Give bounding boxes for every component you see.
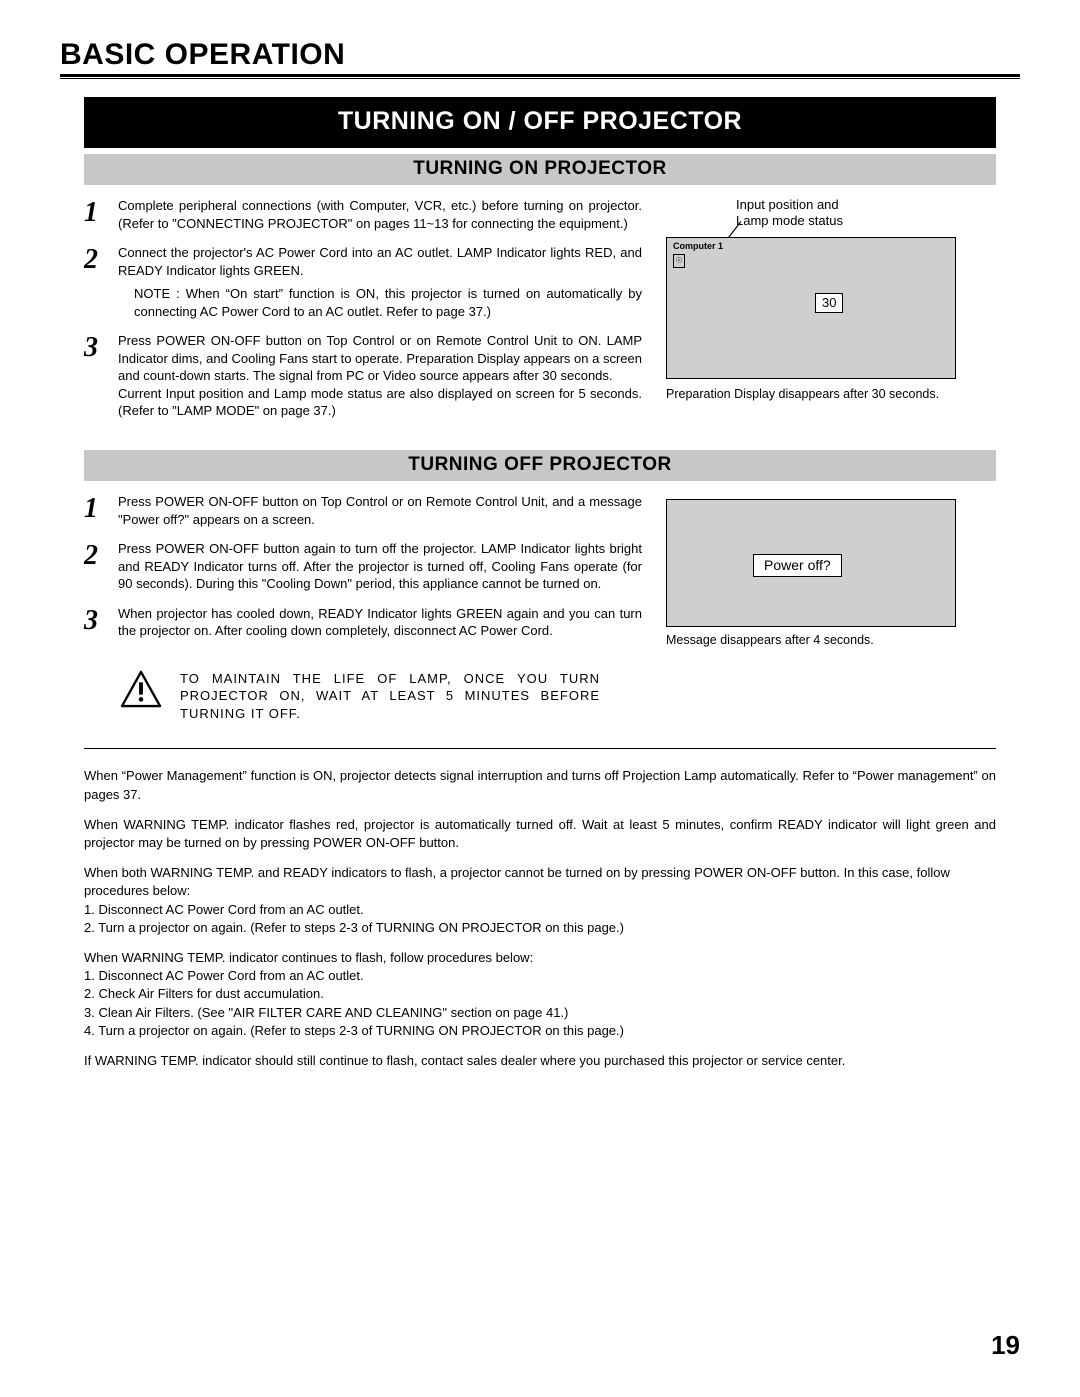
- step-body: Connect the projector's AC Power Cord in…: [118, 244, 642, 320]
- step-number: 2: [84, 540, 118, 593]
- step-off-3: 3 When projector has cooled down, READY …: [84, 605, 642, 640]
- step-text: Connect the projector's AC Power Cord in…: [118, 245, 642, 278]
- step-body: Press POWER ON-OFF button on Top Control…: [118, 332, 642, 420]
- step-number: 1: [84, 197, 118, 232]
- step-body: Press POWER ON-OFF button on Top Control…: [118, 493, 642, 528]
- input-position-label: Computer 1: [673, 241, 723, 251]
- note-line: 1. Disconnect AC Power Cord from an AC o…: [84, 901, 996, 919]
- step-on-1: 1 Complete peripheral connections (with …: [84, 197, 642, 232]
- step-text: Press POWER ON-OFF button on Top Control…: [118, 333, 642, 383]
- note-line: When both WARNING TEMP. and READY indica…: [84, 864, 996, 900]
- note-para-2: When WARNING TEMP. indicator flashes red…: [84, 816, 996, 852]
- note-para-1: When “Power Management” function is ON, …: [84, 767, 996, 803]
- prep-display-screen: Computer 1 ☉ 30: [666, 237, 956, 379]
- step-number: 1: [84, 493, 118, 528]
- figure-caption: Preparation Display disappears after 30 …: [666, 387, 996, 401]
- note-para-3: When both WARNING TEMP. and READY indica…: [84, 864, 996, 937]
- figure-turning-on: Input position and Lamp mode status Comp…: [666, 197, 996, 401]
- section-title: BASIC OPERATION: [60, 38, 1020, 72]
- figure-callout: Input position and Lamp mode status: [736, 197, 843, 230]
- warning-row: TO MAINTAIN THE LIFE OF LAMP, ONCE YOU T…: [120, 670, 996, 723]
- band-turning-off: TURNING OFF PROJECTOR: [84, 450, 996, 481]
- step-number: 2: [84, 244, 118, 320]
- note-line: 2. Turn a projector on again. (Refer to …: [84, 919, 996, 937]
- warning-icon: [120, 670, 162, 708]
- step-on-2: 2 Connect the projector's AC Power Cord …: [84, 244, 642, 320]
- lamp-mode-icon: ☉: [673, 254, 685, 268]
- band-turning-on: TURNING ON PROJECTOR: [84, 154, 996, 185]
- note-line: When WARNING TEMP. indicator continues t…: [84, 949, 996, 967]
- step-text-2: Current Input position and Lamp mode sta…: [118, 386, 642, 419]
- figure-caption: Message disappears after 4 seconds.: [666, 633, 996, 647]
- note-para-4: When WARNING TEMP. indicator continues t…: [84, 949, 996, 1040]
- figure-turning-off: Power off? Message disappears after 4 se…: [666, 493, 996, 647]
- step-body: Press POWER ON-OFF button again to turn …: [118, 540, 642, 593]
- band-title: TURNING ON / OFF PROJECTOR: [84, 97, 996, 148]
- note-line: 4. Turn a projector on again. (Refer to …: [84, 1022, 996, 1040]
- step-note: NOTE : When “On start” function is ON, t…: [118, 285, 642, 320]
- title-rule: [60, 74, 1020, 79]
- divider: [84, 748, 996, 749]
- step-on-3: 3 Press POWER ON-OFF button on Top Contr…: [84, 332, 642, 420]
- step-number: 3: [84, 332, 118, 420]
- note-line: 3. Clean Air Filters. (See "AIR FILTER C…: [84, 1004, 996, 1022]
- note-line: 2. Check Air Filters for dust accumulati…: [84, 985, 996, 1003]
- step-number: 3: [84, 605, 118, 640]
- notes-block: When “Power Management” function is ON, …: [84, 767, 996, 1070]
- warning-text: TO MAINTAIN THE LIFE OF LAMP, ONCE YOU T…: [180, 670, 600, 723]
- note-para-5: If WARNING TEMP. indicator should still …: [84, 1052, 996, 1070]
- steps-on: 1 Complete peripheral connections (with …: [84, 197, 642, 420]
- countdown-box: 30: [815, 293, 843, 313]
- step-off-1: 1 Press POWER ON-OFF button on Top Contr…: [84, 493, 642, 528]
- step-off-2: 2 Press POWER ON-OFF button again to tur…: [84, 540, 642, 593]
- poweroff-message: Power off?: [753, 554, 842, 577]
- note-line: 1. Disconnect AC Power Cord from an AC o…: [84, 967, 996, 985]
- page-number: 19: [991, 1330, 1020, 1361]
- step-body: Complete peripheral connections (with Co…: [118, 197, 642, 232]
- poweroff-screen: Power off?: [666, 499, 956, 627]
- step-body: When projector has cooled down, READY In…: [118, 605, 642, 640]
- steps-off: 1 Press POWER ON-OFF button on Top Contr…: [84, 493, 642, 640]
